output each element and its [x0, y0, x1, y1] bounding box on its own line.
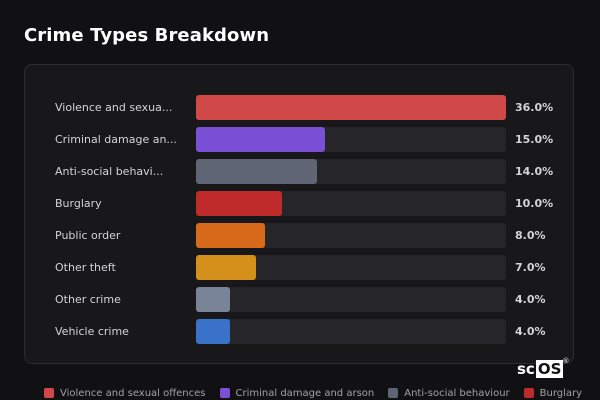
- bar-value-label: 36.0%: [515, 101, 554, 114]
- bar: [196, 287, 231, 312]
- chart-card: Violence and sexua... 36.0% Criminal damag…: [24, 64, 574, 364]
- bar-row: Public order 8.0%: [25, 223, 575, 248]
- bar: [196, 159, 317, 184]
- logo-text-os: OS: [535, 360, 564, 378]
- legend-label: Violence and sexual offences: [60, 387, 206, 399]
- legend-swatch: [388, 388, 399, 398]
- bar-category-label: Other crime: [55, 293, 121, 306]
- bar-track: [196, 255, 506, 280]
- bar-category-label: Violence and sexua...: [55, 101, 173, 114]
- bar-row: Criminal damage an... 15.0%: [25, 127, 575, 152]
- legend-swatch: [44, 388, 54, 398]
- bar-category-label: Criminal damage an...: [55, 133, 177, 146]
- bar-row: Vehicle crime 4.0%: [25, 319, 575, 344]
- bar-row: Burglary 10.0%: [25, 191, 575, 216]
- bar-row: Other crime 4.0%: [25, 287, 575, 312]
- bar: [196, 223, 265, 248]
- legend-label: Criminal damage and arson: [235, 387, 375, 399]
- bar-track: [196, 191, 506, 216]
- logo-registered-mark: ®: [562, 357, 570, 365]
- bar-row: Other theft 7.0%: [25, 255, 575, 280]
- scos-logo: sc OS ®: [517, 357, 569, 379]
- logo-text-sc: sc: [517, 360, 535, 378]
- bar-value-label: 8.0%: [515, 229, 546, 242]
- legend-item: Anti-social behaviour: [388, 387, 510, 399]
- bar-value-label: 4.0%: [515, 325, 546, 338]
- legend-item: Violence and sexual offences: [44, 388, 206, 399]
- bar-track: [196, 223, 506, 248]
- bar-value-label: 10.0%: [515, 197, 554, 210]
- bar: [196, 255, 257, 280]
- bar-track: [196, 127, 506, 152]
- bar-value-label: 15.0%: [515, 133, 554, 146]
- bar: [196, 127, 326, 152]
- bar-track: [196, 95, 506, 120]
- legend-item: Burglary: [523, 387, 583, 399]
- bar: [196, 319, 231, 344]
- bar-value-label: 14.0%: [515, 165, 554, 178]
- legend-swatch: [523, 388, 534, 398]
- bar-track: [196, 319, 506, 344]
- bar-category-label: Vehicle crime: [55, 325, 129, 338]
- bar-category-label: Other theft: [55, 261, 116, 274]
- bar-value-label: 4.0%: [515, 293, 546, 306]
- bar-row: Anti-social behavi... 14.0%: [25, 159, 575, 184]
- bar-track: [196, 287, 506, 312]
- bar-category-label: Burglary: [55, 197, 102, 210]
- bar-track: [196, 159, 506, 184]
- legend-item: Criminal damage and arson: [219, 387, 375, 399]
- bar: [196, 95, 506, 120]
- chart-title: Crime Types Breakdown: [24, 25, 270, 46]
- bar: [196, 191, 283, 216]
- bar-category-label: Public order: [55, 229, 121, 242]
- legend-label: Burglary: [539, 387, 583, 399]
- bar-value-label: 7.0%: [515, 261, 546, 274]
- legend-swatch: [219, 388, 230, 398]
- bar-category-label: Anti-social behavi...: [55, 165, 164, 178]
- chart-legend: Violence and sexual offences Criminal dam…: [44, 386, 596, 400]
- bar-row: Violence and sexua... 36.0%: [25, 95, 575, 120]
- legend-label: Anti-social behaviour: [404, 387, 510, 399]
